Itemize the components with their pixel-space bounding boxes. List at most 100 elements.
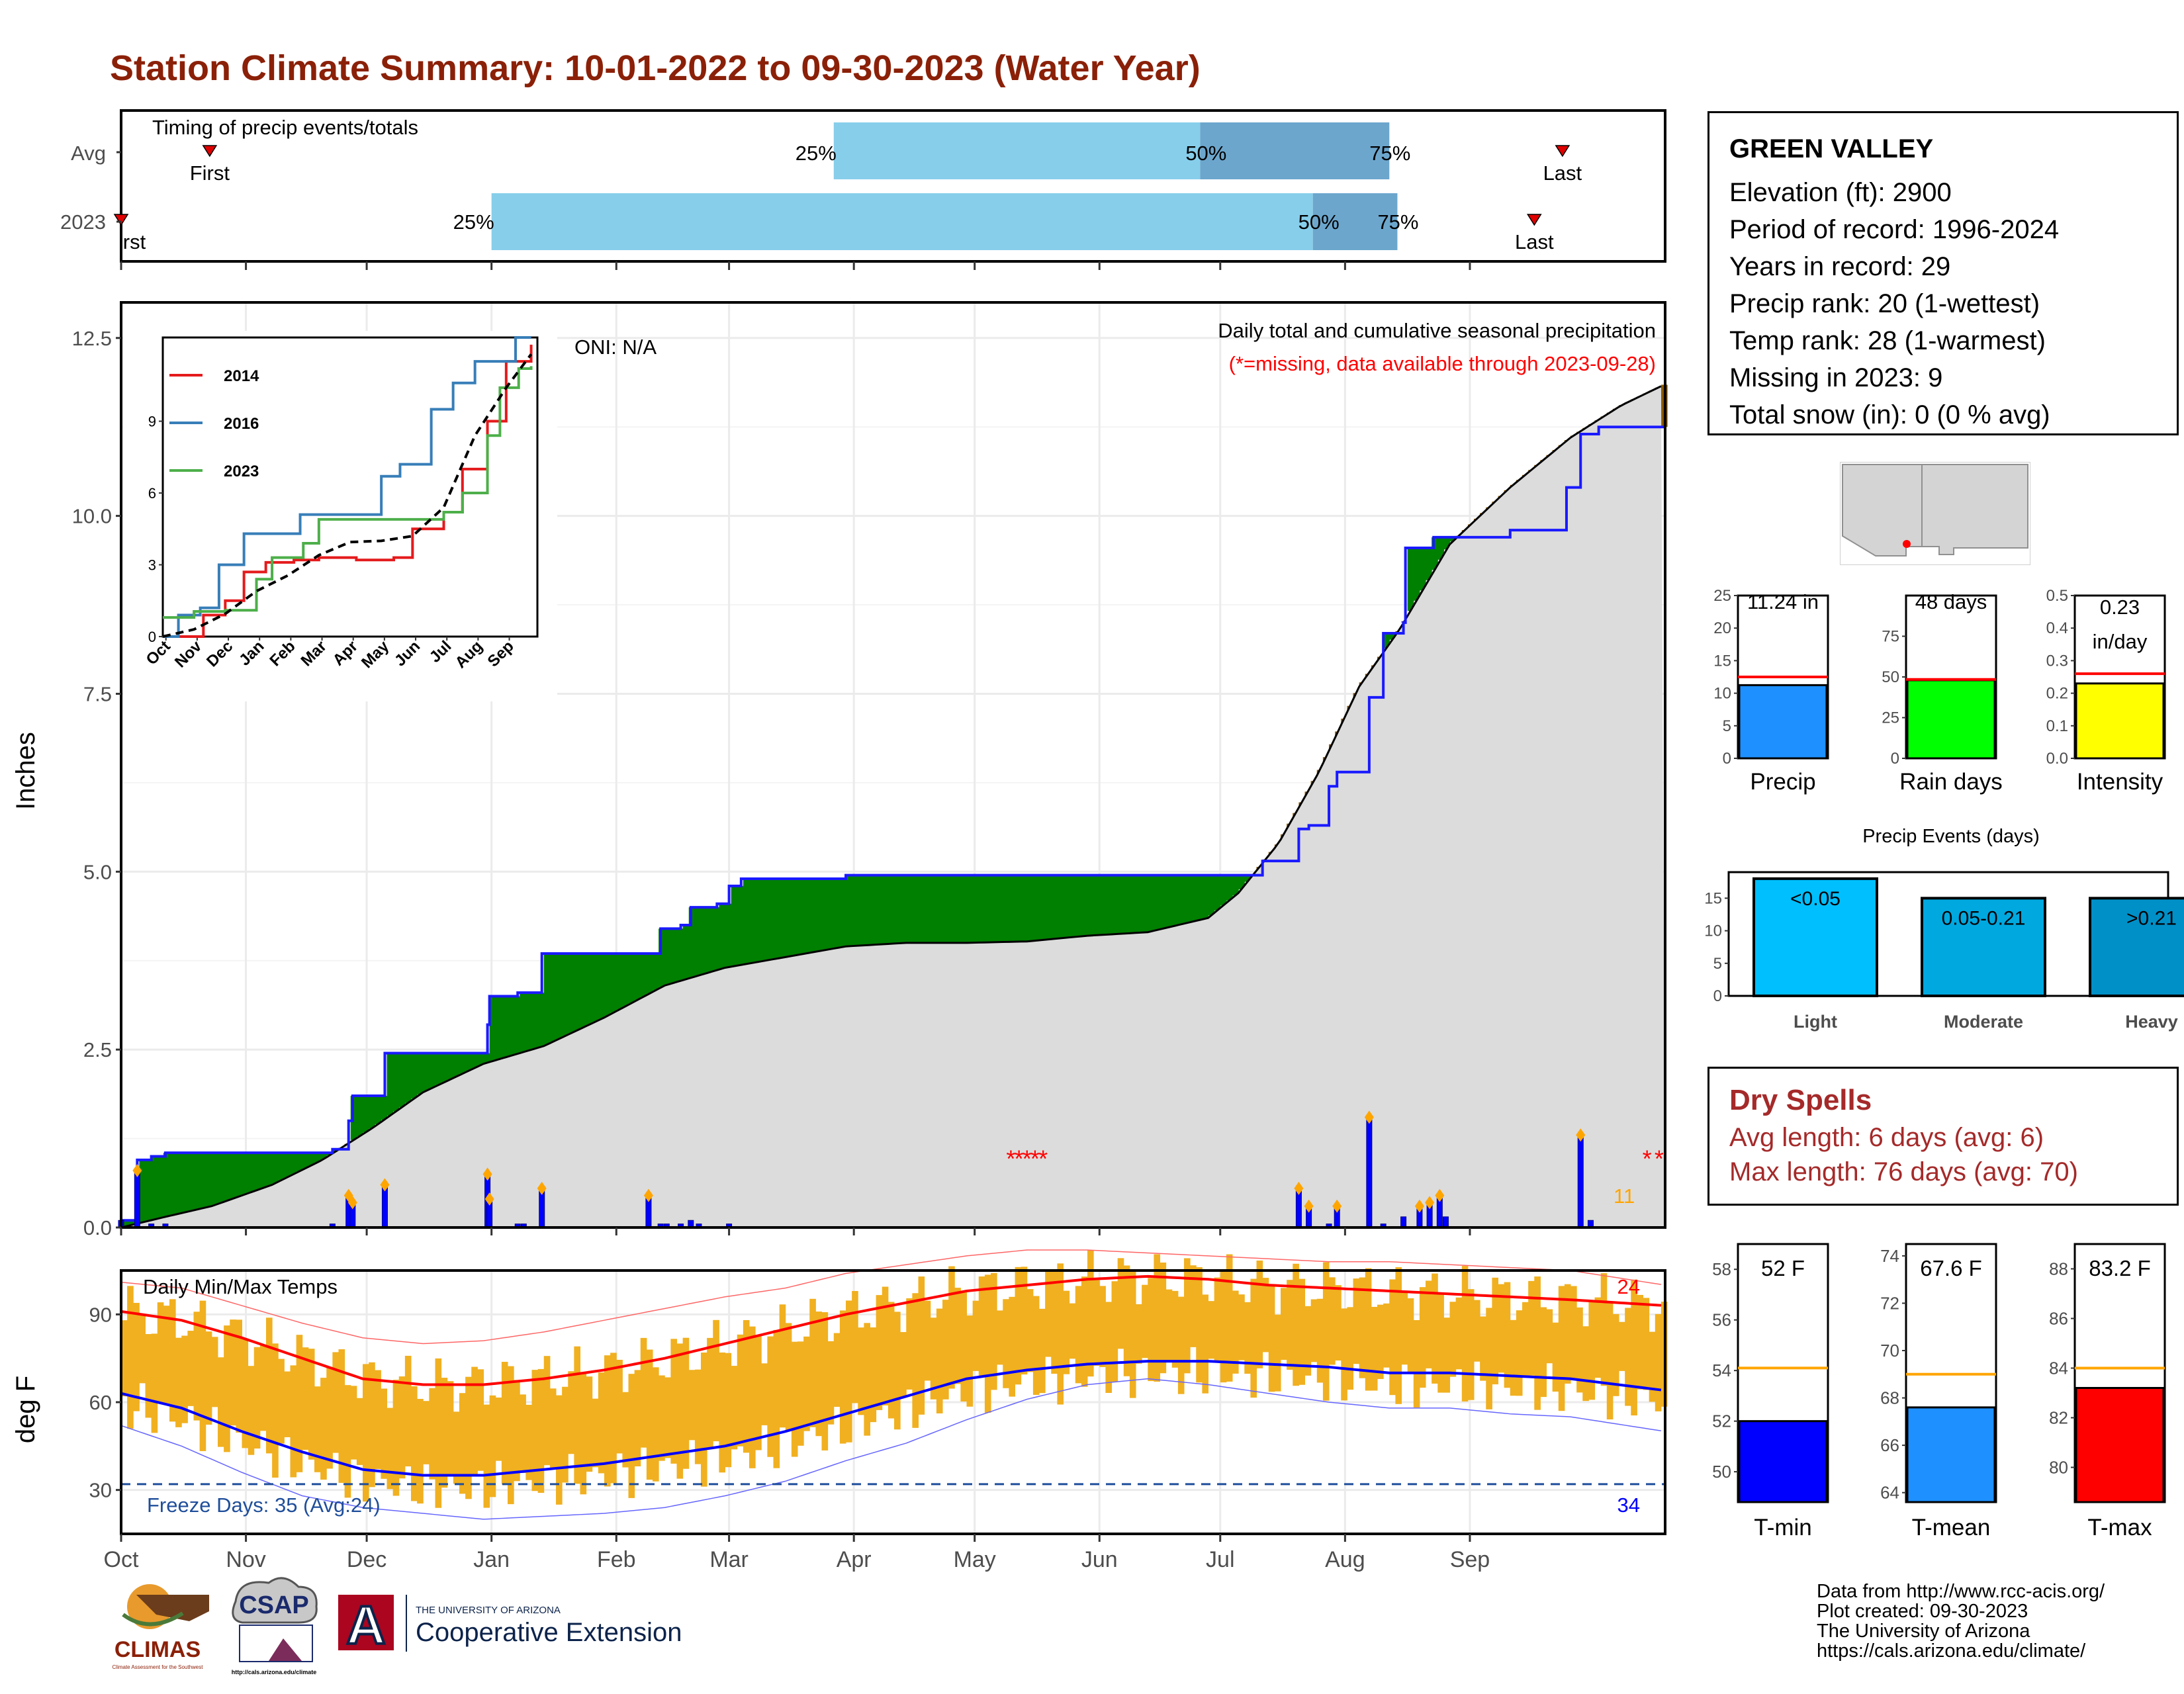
intensity-stat-y-tick-label: 0.4 bbox=[2046, 619, 2068, 637]
daily-temp-range-bar bbox=[398, 1376, 406, 1479]
daily-temp-range-bar bbox=[737, 1334, 744, 1447]
daily-temp-range-bar bbox=[1401, 1292, 1408, 1365]
events-bar-label: 0.05-0.21 bbox=[1942, 907, 2026, 929]
precip-anomaly-fill bbox=[531, 993, 539, 1049]
tmean-stat-y-tick-label: 66 bbox=[1880, 1435, 1899, 1455]
daily-temp-range-bar bbox=[320, 1378, 327, 1480]
precip-anomaly-fill bbox=[151, 1156, 158, 1220]
missing-data-marker: * bbox=[1023, 1145, 1032, 1172]
missing-data-marker: * bbox=[1006, 1145, 1015, 1172]
precip-anomaly-fill bbox=[887, 875, 895, 944]
daily-temp-range-bar bbox=[537, 1368, 545, 1493]
daily-temp-range-bar bbox=[876, 1295, 883, 1410]
daily-temp-range-bar bbox=[887, 1302, 895, 1419]
daily-temp-range-bar bbox=[803, 1336, 810, 1431]
precip-anomaly-fill bbox=[1232, 875, 1239, 896]
daily-temp-range-bar bbox=[991, 1272, 997, 1390]
station-info-box: GREEN VALLEY Elevation (ft): 2900 Period… bbox=[1707, 111, 2179, 435]
daily-temp-range-bar bbox=[616, 1359, 623, 1454]
daily-temp-range-bar bbox=[1069, 1303, 1076, 1359]
month-tick-label: May bbox=[954, 1547, 996, 1572]
daily-temp-range-bar bbox=[1594, 1297, 1602, 1378]
precip-panel-border bbox=[120, 301, 1666, 1229]
precip-anomaly-fill bbox=[145, 1159, 152, 1222]
timing-bar-50-75 bbox=[1200, 122, 1390, 179]
daily-temp-range-bar bbox=[157, 1302, 164, 1404]
precip-anomaly-fill bbox=[676, 928, 684, 981]
daily-temp-range-bar bbox=[1643, 1298, 1650, 1390]
avg-cumulative-area bbox=[121, 386, 1665, 1228]
precip-anomaly-fill bbox=[1099, 875, 1107, 935]
tmin-stat-y-tick-label: 50 bbox=[1712, 1462, 1731, 1482]
precip-anomaly-fill bbox=[1184, 875, 1191, 923]
timing-pct-label: 25% bbox=[796, 142, 837, 165]
daily-temp-range-bar bbox=[906, 1298, 913, 1390]
precip-anomaly-fill bbox=[731, 885, 738, 967]
daily-temp-range-bar bbox=[634, 1370, 641, 1467]
precip-anomaly-fill bbox=[1413, 548, 1420, 601]
record-low-line bbox=[120, 1378, 1662, 1520]
daily-temp-range-bar bbox=[1432, 1273, 1438, 1384]
precip-anomaly-fill bbox=[175, 1153, 182, 1214]
daily-temp-range-bar bbox=[483, 1404, 490, 1508]
daily-temp-range-bar bbox=[755, 1336, 762, 1450]
precip-anomaly-fill bbox=[936, 875, 943, 943]
tmin-stat-y-tick-label: 54 bbox=[1712, 1360, 1731, 1380]
precip-anomaly-fill bbox=[1419, 548, 1426, 591]
precip-anomaly-fill bbox=[1202, 875, 1209, 919]
tmean-stat-bar bbox=[1906, 1406, 1996, 1503]
raindays-stat-bar bbox=[1906, 679, 1996, 760]
events-y-tick-label: 15 bbox=[1704, 889, 1722, 907]
station-period: Period of record: 1996-2024 bbox=[1729, 215, 2060, 244]
daily-temp-range-bar bbox=[514, 1380, 520, 1482]
precip-anomaly-fill bbox=[598, 953, 605, 1019]
climas-logo[interactable]: CLIMAS Climate Assessment for the Southw… bbox=[113, 1584, 209, 1670]
last-event-label: Last bbox=[1515, 230, 1554, 253]
missing-data-marker: * bbox=[1655, 1145, 1664, 1172]
precip-anomaly-fill bbox=[659, 928, 665, 987]
logos: CLIMAS Climate Assessment for the Southw… bbox=[113, 1577, 682, 1675]
station-elevation: Elevation (ft): 2900 bbox=[1729, 178, 1952, 207]
precip-anomaly-fill bbox=[1087, 875, 1094, 936]
daily-temp-range-bar bbox=[151, 1333, 158, 1433]
timing-bar-25-50 bbox=[833, 122, 1201, 179]
precip-anomaly-fill bbox=[525, 993, 533, 1051]
ua-cooperative-extension-logo[interactable]: A THE UNIVERSITY OF ARIZONA Cooperative … bbox=[338, 1594, 682, 1657]
precip-anomaly-fill bbox=[441, 1053, 448, 1083]
precip-anomaly-fill bbox=[417, 1053, 424, 1094]
precip-anomaly-fill bbox=[1154, 875, 1161, 930]
raindays-bar-value: 48 days bbox=[1915, 590, 1987, 613]
missing-data-marker: * bbox=[1038, 1145, 1048, 1172]
precip-anomaly-fill bbox=[1383, 633, 1390, 648]
tmax-stat-y-tick-label: 80 bbox=[2049, 1458, 2068, 1478]
last-event-label: Last bbox=[1543, 161, 1582, 185]
daily-temp-range-bar bbox=[743, 1319, 750, 1453]
csap-text: CSAP bbox=[239, 1591, 309, 1619]
daily-temp-range-bar bbox=[381, 1388, 388, 1479]
precip-anomaly-fill bbox=[972, 875, 979, 943]
precip-anomaly-fill bbox=[187, 1153, 195, 1212]
precip-anomaly-fill bbox=[1220, 875, 1227, 906]
precip-stat-y-tick-label: 0 bbox=[1723, 750, 1731, 768]
daily-temp-range-bar bbox=[779, 1304, 786, 1428]
daily-precip-marker bbox=[484, 1192, 494, 1206]
precip-anomaly-fill bbox=[543, 953, 551, 1045]
precip-anomaly-fill bbox=[803, 879, 810, 954]
daily-temp-range-bar bbox=[1032, 1296, 1040, 1395]
daily-temp-range-bar bbox=[1413, 1319, 1420, 1408]
timing-row-avg: Avg bbox=[71, 142, 106, 165]
precip-anomaly-fill bbox=[646, 953, 653, 994]
dry-spells-max: Max length: 76 days (avg: 70) bbox=[1729, 1157, 2078, 1186]
events-bar-label: >0.21 bbox=[2126, 907, 2177, 929]
daily-temp-range-bar bbox=[525, 1404, 533, 1480]
tmax-stat-y-tick-label: 82 bbox=[2049, 1408, 2068, 1428]
timing-bar-25-50 bbox=[491, 193, 1313, 250]
daily-temp-range-bar bbox=[543, 1356, 551, 1466]
precip-anomaly-fill bbox=[459, 1053, 466, 1074]
daily-temp-range-bar bbox=[520, 1394, 526, 1473]
daily-temp-range-bar bbox=[1136, 1304, 1142, 1364]
csap-logo[interactable]: CSAP http://cals.arizona.edu/climate bbox=[232, 1577, 318, 1675]
precip-anomaly-fill bbox=[1136, 875, 1142, 933]
precip-anomaly-fill bbox=[381, 1096, 388, 1120]
daily-precip-marker bbox=[482, 1167, 492, 1181]
